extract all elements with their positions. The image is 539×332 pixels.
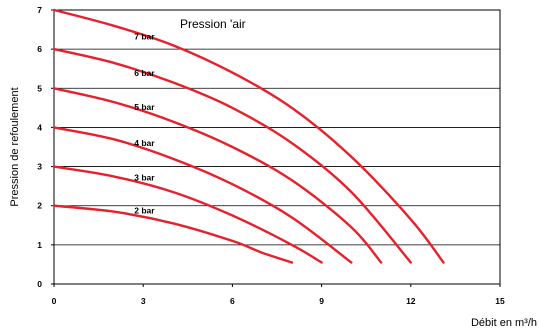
y-tick-label: 1 bbox=[37, 240, 42, 250]
y-axis-label: Pression de refoulement bbox=[9, 87, 21, 206]
series-line-7-bar bbox=[52, 8, 445, 264]
series-line-5-bar bbox=[52, 87, 383, 264]
series-label-3-bar: 3 bar bbox=[134, 172, 155, 182]
y-tick-label: 6 bbox=[37, 44, 42, 54]
series-label-4-bar: 4 bar bbox=[134, 138, 155, 148]
y-tick-label: 5 bbox=[37, 83, 42, 93]
x-tick-label: 3 bbox=[141, 296, 146, 306]
series-lines bbox=[52, 8, 445, 264]
series-line-3-bar bbox=[52, 165, 323, 264]
series-label-6-bar: 6 bar bbox=[134, 68, 155, 78]
y-tick-label: 2 bbox=[37, 201, 42, 211]
grid bbox=[54, 48, 500, 246]
y-tick-label: 7 bbox=[37, 5, 42, 15]
x-tick-label: 6 bbox=[230, 296, 235, 306]
series-label-5-bar: 5 bar bbox=[134, 102, 155, 112]
y-tick-label: 4 bbox=[37, 122, 42, 132]
x-tick-label: 15 bbox=[495, 296, 505, 306]
series-line-2-bar bbox=[52, 204, 294, 264]
series-labels: 2 bar 3 bar 4 bar 5 bar 6 bar 7 bar bbox=[134, 32, 155, 216]
x-axis-label: Débit en m³/h bbox=[471, 317, 537, 329]
series-line-6-bar bbox=[52, 47, 412, 264]
plot-frame bbox=[53, 9, 501, 285]
series-label-2-bar: 2 bar bbox=[134, 206, 155, 216]
x-tick-label: 12 bbox=[406, 296, 416, 306]
chart-title: Pression 'air bbox=[180, 17, 246, 31]
x-tick-label: 9 bbox=[319, 296, 324, 306]
series-label-7-bar: 7 bar bbox=[134, 32, 155, 42]
y-tick-label: 0 bbox=[37, 279, 42, 289]
x-tick-label: 0 bbox=[52, 296, 57, 306]
y-tick-label: 3 bbox=[37, 162, 42, 172]
series-line-4-bar bbox=[52, 126, 353, 264]
